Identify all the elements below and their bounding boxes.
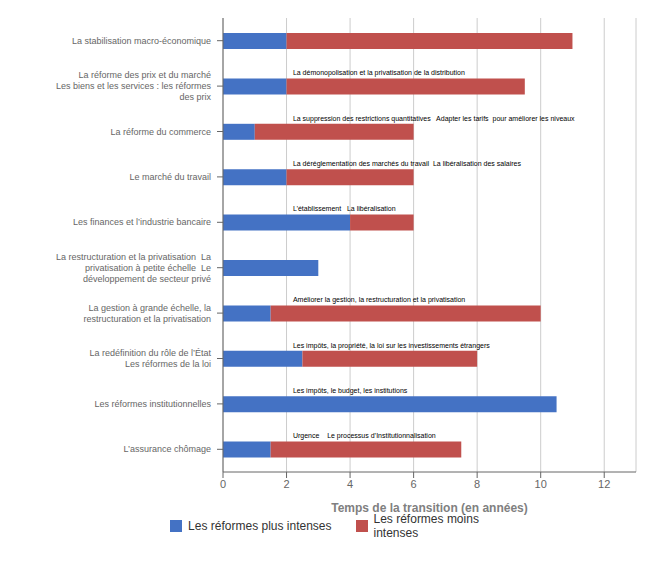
svg-text:La suppression des restriction: La suppression des restrictions quantita…: [293, 115, 575, 123]
svg-text:6: 6: [411, 478, 417, 490]
svg-text:12: 12: [598, 478, 610, 490]
svg-text:La réforme des prix et du marc: La réforme des prix et du marchéLes bien…: [56, 70, 212, 102]
svg-text:10: 10: [535, 478, 547, 490]
svg-text:2: 2: [283, 478, 289, 490]
svg-text:La restructuration et la priva: La restructuration et la privatisation L…: [56, 252, 211, 284]
svg-text:La déréglementation des marché: La déréglementation des marchés du trava…: [293, 160, 522, 168]
svg-text:La stabilisation macro-économi: La stabilisation macro-économique: [72, 36, 211, 46]
svg-text:La gestion à grande échelle, l: La gestion à grande échelle, larestructu…: [83, 303, 211, 324]
svg-text:Les réformes institutionnelles: Les réformes institutionnelles: [94, 399, 211, 409]
html-text:Les réformes plus intenses: Les réformes plus intenses: [188, 519, 332, 533]
svg-text:Les impôts, la propriété, la l: Les impôts, la propriété, la loi sur les…: [293, 342, 490, 350]
svg-text:0: 0: [220, 478, 226, 490]
svg-text:Les impôts, le budget, les ins: Les impôts, le budget, les institutions: [293, 387, 408, 395]
html-text:Les réformes moins intenses: Les réformes moins intenses: [373, 512, 479, 540]
svg-text:Les finances et l’industrie ba: Les finances et l’industrie bancaire: [73, 217, 211, 227]
svg-text:8: 8: [474, 478, 480, 490]
svg-text:L’assurance chômage: L’assurance chômage: [123, 444, 211, 454]
svg-text:La réforme du commerce: La réforme du commerce: [110, 127, 211, 137]
svg-text:La redéfinition du rôle de l’É: La redéfinition du rôle de l’ÉtatLes réf…: [89, 348, 211, 369]
svg-text:L’établissement La libéralis: L’établissement La libéralisation: [293, 205, 396, 212]
svg-text:Urgence Le processus d’Inst: Urgence Le processus d’Institutionnalisa…: [293, 432, 436, 440]
svg-text:Améliorer la gestion, la restr: Améliorer la gestion, la restructuration…: [293, 296, 465, 304]
svg-text:4: 4: [347, 478, 353, 490]
svg-text:La démonopolisation et la priv: La démonopolisation et la privatisation …: [293, 69, 465, 77]
svg-text:Le marché du travail: Le marché du travail: [129, 172, 211, 182]
svg-text:Temps de la transition (en ann: Temps de la transition (en années): [331, 501, 528, 515]
